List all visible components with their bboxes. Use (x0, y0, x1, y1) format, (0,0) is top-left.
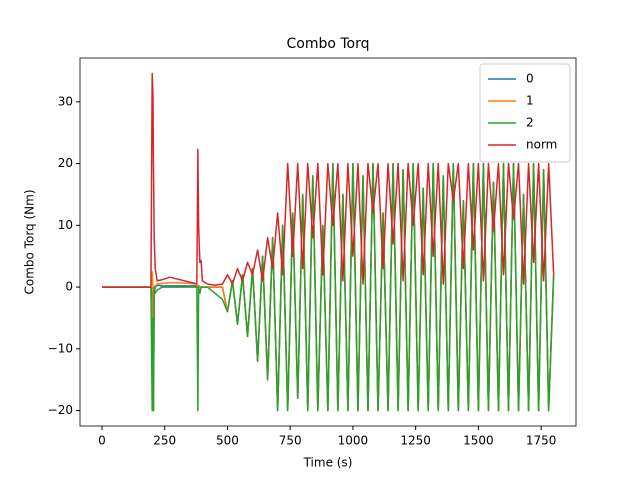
legend-box (479, 63, 571, 163)
x-tick-label: 1000 (338, 434, 369, 448)
y-tick-label: −20 (48, 403, 73, 417)
x-tick-label: 0 (98, 434, 106, 448)
y-axis-label: Combo Torq (Nm) (23, 190, 37, 295)
plot-area (102, 72, 555, 412)
x-tick-label: 1250 (400, 434, 431, 448)
legend-label: 1 (526, 94, 534, 108)
legend-label: norm (526, 138, 557, 152)
y-tick-label: 0 (65, 280, 73, 294)
x-tick-label: 1750 (526, 434, 557, 448)
x-axis-label: Time (s) (303, 456, 353, 470)
y-tick-label: 10 (58, 218, 73, 232)
y-tick-label: −10 (48, 341, 73, 355)
axes-frame (79, 57, 577, 427)
legend-label: 2 (526, 116, 534, 130)
y-tick-label: 30 (58, 94, 73, 108)
x-tick-label: 250 (153, 434, 176, 448)
x-tick-label: 500 (216, 434, 239, 448)
x-tick-label: 1500 (463, 434, 494, 448)
chart-title: Combo Torq (286, 36, 369, 52)
x-tick-label: 750 (279, 434, 302, 448)
y-tick-label: 20 (58, 156, 73, 170)
line-series (102, 72, 555, 288)
legend-label: 0 (526, 72, 534, 86)
line-series (102, 162, 555, 412)
